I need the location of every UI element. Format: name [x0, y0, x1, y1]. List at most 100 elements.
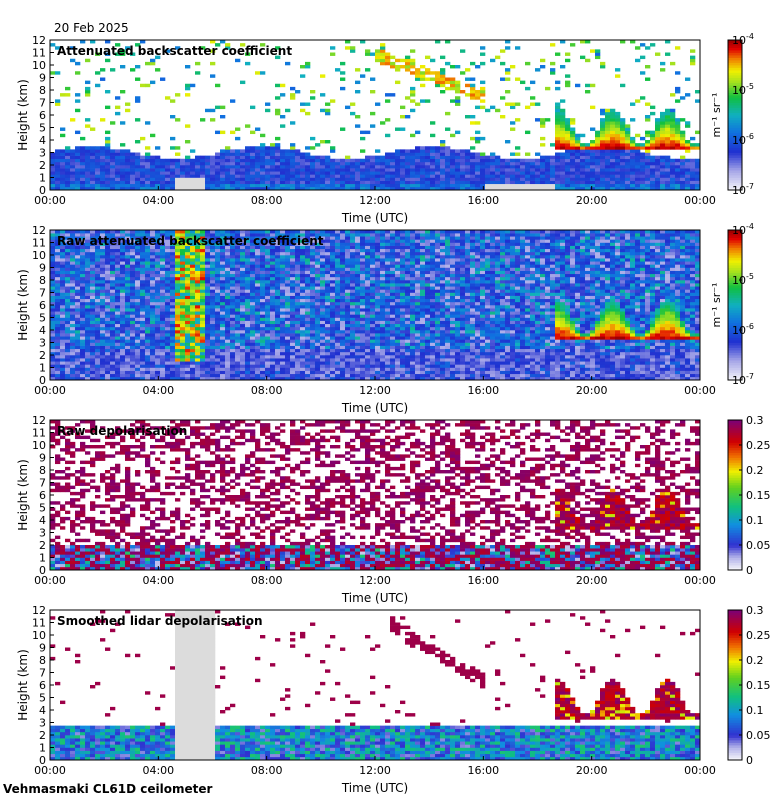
- heatmap-cell: [135, 186, 141, 191]
- heatmap-cell: [695, 165, 701, 169]
- heatmap-cell: [285, 345, 291, 350]
- heatmap-cell: [60, 301, 66, 306]
- heatmap-cell: [225, 280, 231, 284]
- heatmap-cell: [230, 242, 236, 246]
- heatmap-cell: [65, 248, 71, 253]
- heatmap-cell: [465, 155, 471, 160]
- heatmap-cell: [530, 96, 536, 100]
- heatmap-cell: [575, 168, 581, 172]
- heatmap-cell: [265, 230, 271, 234]
- heatmap-cell: [85, 168, 91, 172]
- heatmap-cell: [190, 165, 196, 169]
- heatmap-cell: [560, 152, 566, 156]
- heatmap-cell: [70, 183, 76, 188]
- heatmap-cell: [650, 143, 656, 147]
- heatmap-cell: [205, 286, 211, 290]
- heatmap-cell: [95, 317, 101, 321]
- heatmap-cell: [275, 180, 281, 185]
- heatmap-cell: [490, 171, 496, 175]
- heatmap-cell: [345, 186, 351, 191]
- heatmap-cell: [390, 171, 396, 175]
- colorbar-swatch: [728, 122, 742, 126]
- heatmap-cell: [325, 174, 331, 178]
- heatmap-cell: [70, 305, 76, 309]
- heatmap-cell: [395, 58, 401, 63]
- heatmap-cell: [490, 155, 496, 160]
- heatmap-cell: [610, 140, 616, 144]
- heatmap-cell: [105, 270, 111, 275]
- heatmap-cell: [195, 283, 201, 287]
- heatmap-cell: [50, 280, 56, 284]
- heatmap-cell: [280, 376, 286, 381]
- heatmap-cell: [265, 311, 271, 315]
- heatmap-cell: [265, 295, 271, 300]
- heatmap-cell: [530, 174, 536, 178]
- heatmap-cell: [170, 236, 176, 240]
- heatmap-cell: [90, 155, 96, 160]
- heatmap-cell: [430, 58, 436, 63]
- heatmap-cell: [265, 146, 271, 150]
- heatmap-cell: [305, 161, 311, 166]
- heatmap-cell: [175, 314, 181, 318]
- heatmap-cell: [125, 280, 131, 284]
- heatmap-cell: [225, 264, 231, 268]
- heatmap-cell: [160, 361, 166, 365]
- heatmap-cell: [385, 174, 391, 178]
- heatmap-cell: [290, 336, 296, 340]
- heatmap-cell: [75, 245, 81, 250]
- heatmap-cell: [155, 333, 161, 337]
- heatmap-cell: [585, 180, 591, 185]
- heatmap-cell: [315, 367, 321, 371]
- heatmap-cell: [300, 161, 306, 166]
- heatmap-cell: [210, 118, 216, 122]
- heatmap-cell: [220, 308, 226, 312]
- heatmap-cell: [105, 292, 111, 296]
- heatmap-cell: [300, 326, 306, 331]
- heatmap-cell: [120, 149, 126, 153]
- heatmap-cell: [475, 65, 481, 69]
- heatmap-cell: [435, 168, 441, 172]
- heatmap-cell: [125, 239, 131, 243]
- heatmap-cell: [270, 273, 276, 278]
- heatmap-cell: [55, 255, 61, 259]
- heatmap-cell: [275, 305, 281, 309]
- heatmap-cell: [110, 165, 116, 169]
- heatmap-cell: [65, 333, 71, 337]
- heatmap-cell: [475, 105, 481, 110]
- heatmap-cell: [260, 174, 266, 178]
- heatmap-cell: [185, 311, 191, 315]
- heatmap-cell: [75, 251, 81, 256]
- heatmap-cell: [215, 233, 221, 237]
- heatmap-cell: [570, 43, 576, 47]
- heatmap-cell: [440, 90, 446, 94]
- heatmap-cell: [170, 115, 176, 119]
- heatmap-cell: [615, 140, 621, 144]
- heatmap-cell: [135, 77, 141, 81]
- heatmap-cell: [435, 161, 441, 166]
- heatmap-cell: [80, 267, 86, 271]
- heatmap-cell: [300, 348, 306, 353]
- heatmap-cell: [445, 61, 451, 66]
- heatmap-cell: [450, 171, 456, 175]
- heatmap-cell: [225, 236, 231, 240]
- heatmap-cell: [95, 358, 101, 362]
- heatmap-cell: [525, 165, 531, 169]
- heatmap-cell: [505, 174, 511, 178]
- heatmap-cell: [250, 323, 256, 328]
- heatmap-cell: [250, 180, 256, 185]
- heatmap-cell: [280, 280, 286, 284]
- heatmap-cell: [155, 373, 161, 378]
- heatmap-cell: [155, 239, 161, 243]
- heatmap-cell: [440, 71, 446, 75]
- heatmap-cell: [245, 239, 251, 243]
- heatmap-cell: [160, 183, 166, 188]
- heatmap-cell: [245, 351, 251, 356]
- heatmap-cell: [155, 68, 161, 72]
- heatmap-cell: [275, 171, 281, 175]
- heatmap-cell: [405, 149, 411, 153]
- heatmap-cell: [255, 168, 261, 172]
- heatmap-cell: [190, 295, 196, 300]
- heatmap-cell: [125, 342, 131, 346]
- heatmap-cell: [105, 345, 111, 350]
- heatmap-cell: [285, 364, 291, 368]
